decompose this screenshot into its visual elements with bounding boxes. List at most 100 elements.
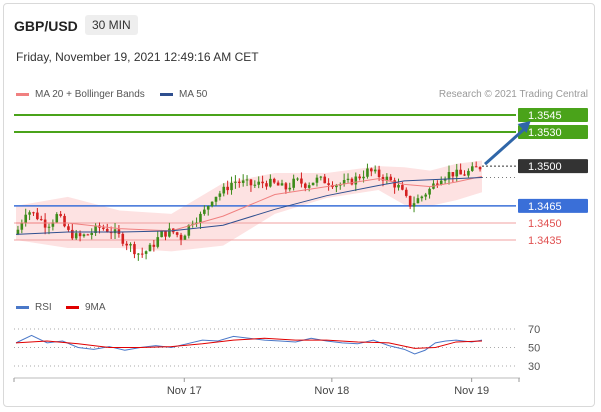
candle-body (199, 213, 202, 223)
candle-body (408, 195, 412, 207)
rsi-tick-70: 70 (528, 324, 540, 336)
x-tick-label: Nov 18 (314, 385, 349, 397)
level-box-1.3500 (518, 159, 588, 174)
symbol-title: GBP/USD (14, 18, 78, 34)
candle-body (241, 180, 245, 183)
ma20-swatch (16, 93, 29, 96)
rsi-9ma-line (15, 337, 483, 349)
candle-body (280, 183, 284, 186)
candle-body (300, 178, 303, 184)
candle-body (47, 226, 51, 228)
timeframe-badge[interactable]: 30 MIN (85, 15, 138, 35)
candle-body (404, 189, 408, 196)
candle-body (393, 180, 396, 188)
candle-body (230, 182, 233, 191)
candle-body (144, 251, 148, 254)
candle-body (160, 231, 163, 238)
candle-body (377, 169, 381, 178)
level-tick-1.3435 (518, 236, 524, 244)
candle-body (342, 180, 346, 185)
candle-body (447, 172, 451, 179)
candle-body (20, 222, 24, 230)
candle-body (323, 176, 327, 184)
level-label-1.3450: 1.3450 (528, 218, 562, 230)
candle-body (370, 168, 373, 172)
ma9-swatch (66, 306, 79, 309)
candle-body (362, 176, 365, 179)
ma20-line (16, 175, 483, 232)
candle-body (284, 183, 288, 190)
candle-body (78, 233, 82, 237)
candle-body (71, 229, 74, 239)
candle-body (416, 198, 420, 204)
candle-body (152, 244, 156, 247)
candle-body (459, 169, 462, 175)
candle-body (74, 233, 78, 239)
candle-body (105, 228, 109, 232)
candle-body (121, 233, 125, 244)
ma50-swatch (160, 93, 173, 96)
forecast-arrow-shaft (484, 125, 528, 166)
candle-body (156, 237, 160, 247)
level-box-1.3530 (518, 125, 588, 140)
candle-body (59, 214, 62, 216)
candle-body (51, 222, 55, 227)
candle-body (214, 196, 218, 202)
level-label-1.3530: 1.3530 (528, 127, 562, 139)
candle-body (206, 206, 210, 210)
datetime-label: Friday, November 19, 2021 12:49:16 AM CE… (16, 50, 259, 64)
candle-body (102, 227, 105, 229)
candle-body (222, 186, 226, 194)
candle-body (366, 168, 369, 177)
candle-body (307, 185, 311, 188)
candle-body (203, 209, 206, 214)
candle-body (234, 181, 237, 183)
candle-body (39, 219, 43, 221)
candle-body (24, 214, 28, 223)
candle-body (358, 176, 361, 179)
candle-body (137, 253, 140, 255)
legend-9ma-label: 9MA (85, 302, 106, 313)
candle-body (292, 178, 295, 188)
candle-body (327, 183, 330, 185)
level-tick-1.3450 (518, 218, 524, 227)
candle-body (269, 178, 272, 187)
candle-body (315, 177, 319, 183)
candle-body (125, 243, 128, 246)
level-box-1.3465 (518, 198, 588, 213)
candle-body (210, 201, 214, 207)
candle-body (86, 234, 90, 236)
candle-body (16, 229, 20, 235)
candle-body (257, 181, 261, 185)
candle-body (63, 215, 66, 227)
candle-body (311, 182, 315, 186)
rsi-tick-30: 30 (528, 361, 540, 373)
candle-body (319, 176, 323, 178)
price-chart: 1.3545 1.3530 1.3500 1.3465 1.3450 1.3435 (14, 108, 588, 261)
candle-body (28, 212, 31, 215)
legend-rsi: RSI (16, 302, 52, 313)
candle-body (253, 184, 257, 186)
legend-ma50-label: MA 50 (179, 89, 208, 100)
candle-body (261, 181, 264, 184)
candle-body (478, 167, 482, 170)
candle-body (385, 176, 389, 181)
candle-body (175, 232, 179, 235)
candle-body (335, 185, 338, 188)
research-credit: Research © 2021 Trading Central (438, 89, 588, 100)
candle-body (133, 244, 136, 255)
candle-body (249, 179, 253, 186)
candle-body (82, 234, 86, 237)
candle-body (265, 183, 268, 187)
candle-body (113, 229, 117, 234)
candle-body (296, 178, 299, 180)
candle-body (304, 183, 307, 188)
candle-body (397, 184, 400, 188)
rsi-swatch (16, 306, 29, 309)
candle-body (381, 177, 385, 181)
candle-body (424, 194, 427, 197)
candle-body (168, 228, 171, 237)
legend-9ma: 9MA (66, 302, 106, 313)
candle-body (389, 176, 393, 181)
candle-body (187, 224, 191, 236)
